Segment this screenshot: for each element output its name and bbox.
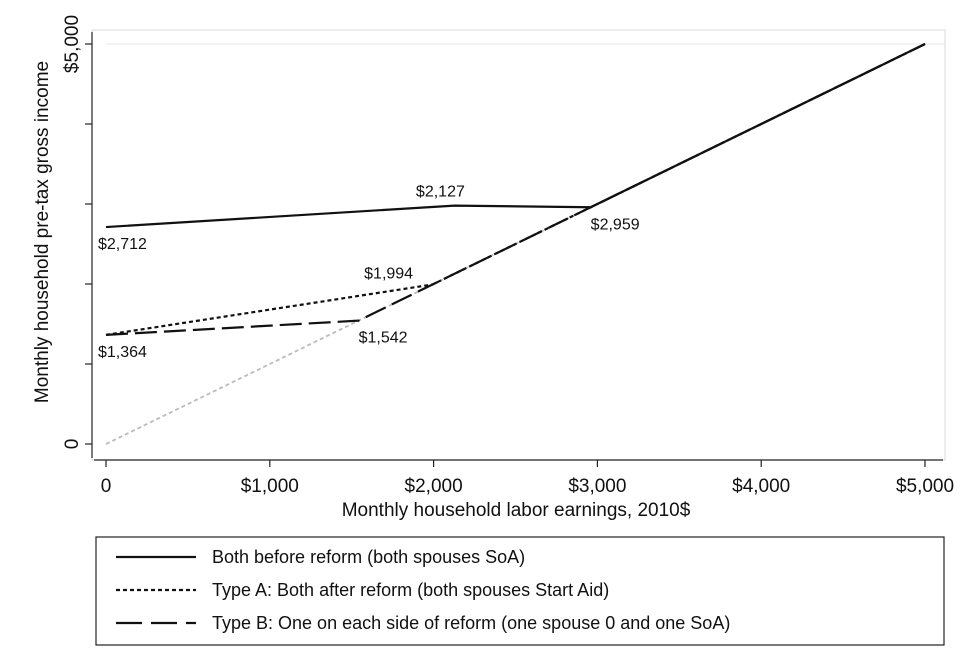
axes: 0 $5,000 0 $1,000 $2,000 $3,000 $4,000 $5,000 xyxy=(62,15,954,497)
annotation-label: $2,959 xyxy=(591,216,640,233)
x-tick-label: $5,000 xyxy=(896,476,954,497)
series-line-2 xyxy=(105,43,926,336)
legend: Both before reform (both spouses SoA) Typ… xyxy=(95,536,945,646)
x-axis-title: Monthly household labor earnings, 2010$ xyxy=(342,500,691,521)
x-tick-label: $1,000 xyxy=(241,476,299,497)
y-tick-label: $5,000 xyxy=(62,15,83,73)
x-tick-label: $2,000 xyxy=(405,476,463,497)
series-group xyxy=(105,43,926,445)
series-line-1 xyxy=(105,43,926,229)
annotation-label: $1,542 xyxy=(359,330,408,347)
series-line-3 xyxy=(105,43,926,336)
x-tick-label: $3,000 xyxy=(568,476,626,497)
x-tick-label: 0 xyxy=(101,476,112,497)
legend-label: Type B: One on each side of reform (one … xyxy=(212,613,730,633)
legend-label: Type A: Both after reform (both spouses … xyxy=(212,580,609,600)
plot-region xyxy=(91,29,946,461)
annotation-label: $2,712 xyxy=(98,236,147,253)
annotation-label: $2,127 xyxy=(416,184,465,201)
annotation-label: $1,994 xyxy=(364,265,413,282)
y-axis-title: Monthly household pre-tax gross income xyxy=(32,61,53,403)
y-tick-label: 0 xyxy=(62,439,83,450)
legend-label: Both before reform (both spouses SoA) xyxy=(212,547,525,567)
legend-box xyxy=(95,536,945,646)
annotation-label: $1,364 xyxy=(98,344,147,361)
plot-border xyxy=(91,29,946,461)
annotations: $2,712 $2,127 $2,959 $1,994 $1,364 $1,542 xyxy=(98,184,640,361)
x-tick-label: $4,000 xyxy=(732,476,790,497)
